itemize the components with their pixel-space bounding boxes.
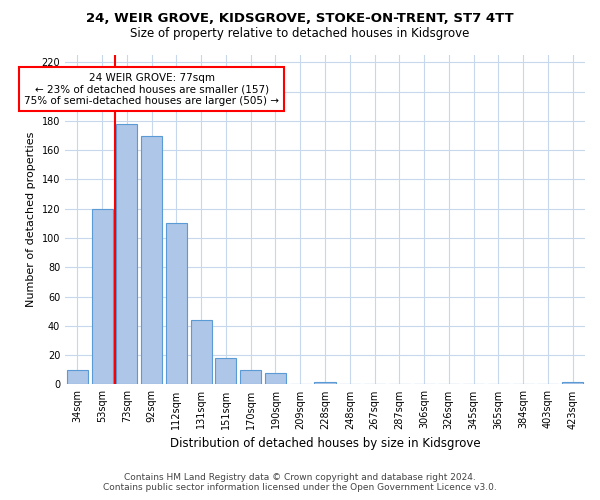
- X-axis label: Distribution of detached houses by size in Kidsgrove: Distribution of detached houses by size …: [170, 437, 481, 450]
- Bar: [191, 320, 212, 384]
- Bar: [240, 370, 261, 384]
- Bar: [67, 370, 88, 384]
- Text: Size of property relative to detached houses in Kidsgrove: Size of property relative to detached ho…: [130, 28, 470, 40]
- Bar: [116, 124, 137, 384]
- Text: 24, WEIR GROVE, KIDSGROVE, STOKE-ON-TRENT, ST7 4TT: 24, WEIR GROVE, KIDSGROVE, STOKE-ON-TREN…: [86, 12, 514, 26]
- Bar: [141, 136, 162, 384]
- Bar: [265, 372, 286, 384]
- Text: Contains HM Land Registry data © Crown copyright and database right 2024.
Contai: Contains HM Land Registry data © Crown c…: [103, 473, 497, 492]
- Bar: [562, 382, 583, 384]
- Y-axis label: Number of detached properties: Number of detached properties: [26, 132, 36, 308]
- Bar: [92, 208, 113, 384]
- Bar: [215, 358, 236, 384]
- Bar: [314, 382, 335, 384]
- Text: 24 WEIR GROVE: 77sqm
← 23% of detached houses are smaller (157)
75% of semi-deta: 24 WEIR GROVE: 77sqm ← 23% of detached h…: [24, 72, 279, 106]
- Bar: [166, 224, 187, 384]
